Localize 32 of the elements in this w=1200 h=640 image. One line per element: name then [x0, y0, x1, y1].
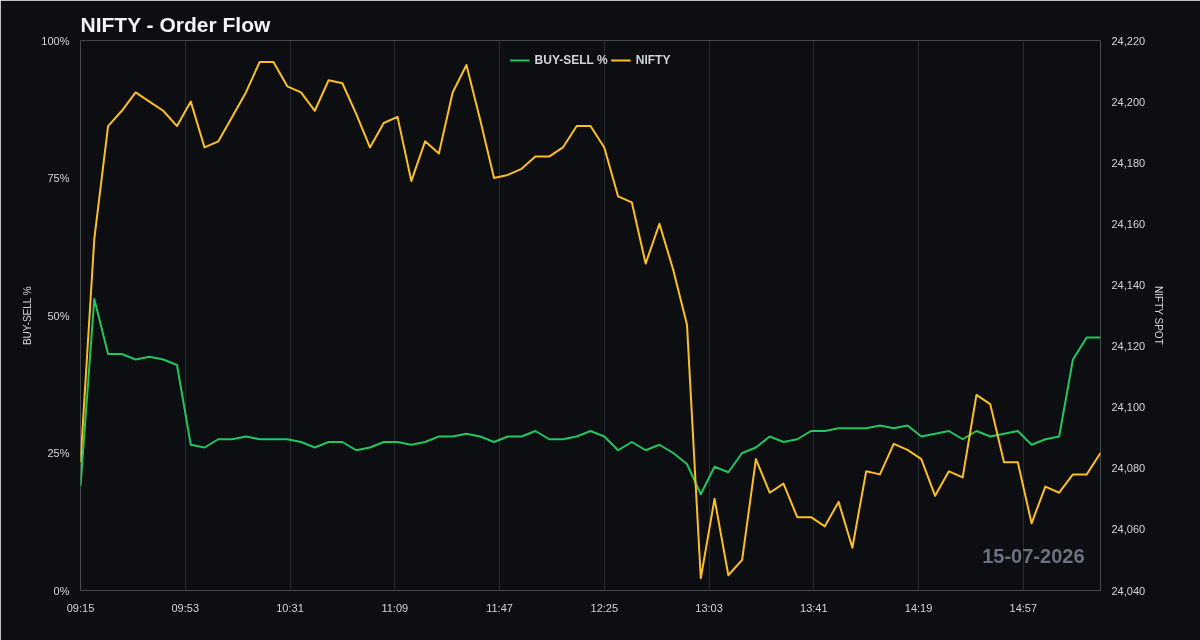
y-tick-label: 25%	[47, 447, 70, 459]
legend-label: NIFTY	[635, 53, 671, 67]
y2-tick-label: 24,120	[1111, 340, 1146, 353]
y2-tick-label: 24,040	[1111, 584, 1146, 597]
chart-title: NIFTY - Order Flow	[80, 12, 271, 36]
y2-axis-title: NIFTY SPOT	[1153, 286, 1165, 345]
y2-tick-label: 24,180	[1111, 156, 1146, 169]
y-tick-label: 75%	[47, 172, 70, 184]
legend-label: BUY-SELL %	[534, 53, 608, 67]
y-tick-label: 100%	[41, 34, 70, 47]
y-tick-label: 50%	[47, 309, 70, 322]
y2-tick-label: 24,100	[1111, 401, 1146, 414]
y-axis-title: BUY-SELL %	[22, 286, 34, 346]
y2-tick-label: 24,080	[1111, 462, 1146, 475]
y2-tick-label: 24,060	[1111, 523, 1146, 536]
x-tick-label: 09:15	[66, 601, 95, 614]
x-tick-label: 10:31	[276, 601, 304, 614]
y2-tick-label: 24,160	[1111, 217, 1146, 230]
x-tick-label: 11:47	[486, 601, 513, 614]
annotation: 15-07-2026	[982, 545, 1085, 567]
x-tick-label: 13:41	[800, 601, 828, 614]
x-tick-label: 13:03	[695, 601, 723, 614]
y2-tick-label: 24,200	[1111, 95, 1146, 108]
x-tick-label: 12:25	[590, 601, 619, 614]
y-tick-label: 0%	[53, 584, 70, 597]
x-tick-label: 11:09	[381, 601, 409, 614]
x-tick-label: 09:53	[171, 601, 200, 614]
line-series	[80, 298, 1101, 496]
y2-tick-label: 24,220	[1111, 34, 1146, 47]
y2-tick-label: 24,140	[1111, 278, 1146, 291]
x-tick-label: 14:57	[1009, 601, 1038, 614]
x-tick-label: 14:19	[904, 601, 933, 614]
